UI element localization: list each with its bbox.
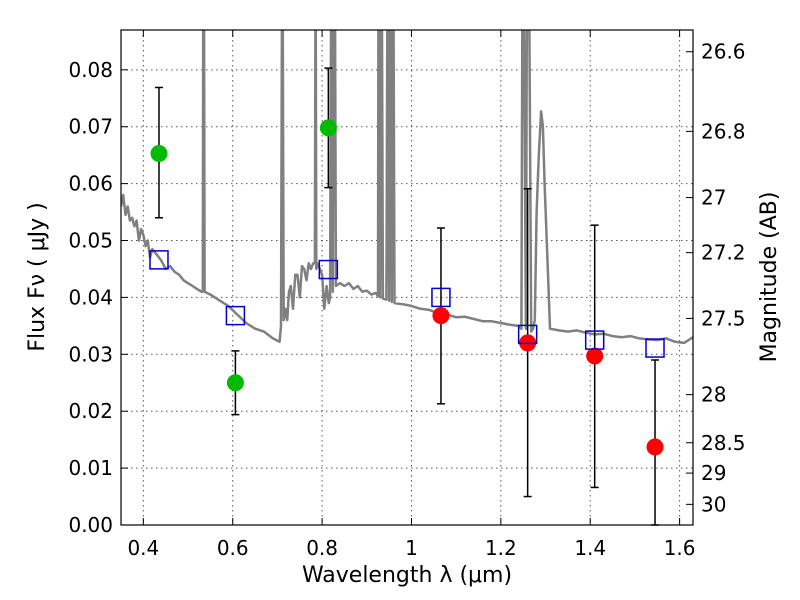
y2-tick-label: 26.6 — [701, 40, 746, 64]
x-tick-label: 1 — [405, 536, 418, 560]
model-photometry-point — [645, 338, 665, 358]
model-photometry-point — [584, 330, 605, 350]
y-axis-label: Flux Fν ( μJy ) — [25, 202, 50, 351]
y-tick-label: 0.00 — [68, 513, 113, 537]
y2-tick-label: 27 — [701, 186, 726, 210]
model-photometry-point — [431, 287, 451, 308]
data-point — [226, 374, 244, 392]
x-tick-label: 0.4 — [127, 536, 159, 560]
plot-frame — [120, 29, 694, 526]
y-tick-label: 0.07 — [68, 115, 113, 139]
y2-tick-label: 27.2 — [701, 241, 746, 265]
x-tick-label: 1.4 — [574, 536, 606, 560]
x-tick-label: 1.2 — [485, 536, 517, 560]
model-spectrum-line — [121, 30, 693, 345]
data-point — [586, 347, 604, 365]
y-tick-label: 0.02 — [68, 399, 113, 423]
model-photometry-point — [149, 250, 169, 270]
y2-tick-label: 26.8 — [701, 119, 746, 143]
y2-tick-label: 29 — [701, 461, 726, 485]
data-point — [319, 119, 337, 137]
y2-axis-label: Magnitude (AB) — [757, 192, 782, 363]
data-point — [150, 144, 168, 162]
y-tick-label: 0.03 — [68, 342, 113, 366]
y-tick-label: 0.04 — [68, 285, 113, 309]
y2-tick-label: 27.5 — [701, 306, 746, 330]
markers-layer — [149, 119, 665, 456]
y-tick-label: 0.01 — [68, 456, 113, 480]
plot-background — [121, 30, 693, 525]
data-point — [432, 307, 450, 325]
model-photometry-point — [318, 259, 339, 280]
data-point — [646, 438, 664, 456]
y2-tick-label: 28 — [701, 383, 726, 407]
y-tick-label: 0.08 — [68, 58, 113, 82]
model-spectrum-layer — [121, 30, 693, 345]
x-tick-label: 1.6 — [664, 536, 696, 560]
grid — [121, 30, 693, 526]
model-photometry-point — [225, 305, 246, 326]
y2-tick-label: 28.5 — [701, 431, 746, 455]
y-tick-label: 0.06 — [68, 172, 113, 196]
x-axis-label: Wavelength λ (μm) — [302, 563, 512, 588]
x-tick-label: 0.6 — [217, 536, 249, 560]
axis-ticks: 0.4 0.6 0.8 1 1.2 1.4 1.6 0.00 0.01 0.02 0.03 0.04 0… — [68, 30, 746, 560]
y-tick-label: 0.05 — [68, 229, 113, 253]
y2-tick-label: 30 — [701, 492, 726, 516]
model-photometry-point — [517, 324, 538, 345]
x-tick-label: 0.8 — [306, 536, 338, 560]
